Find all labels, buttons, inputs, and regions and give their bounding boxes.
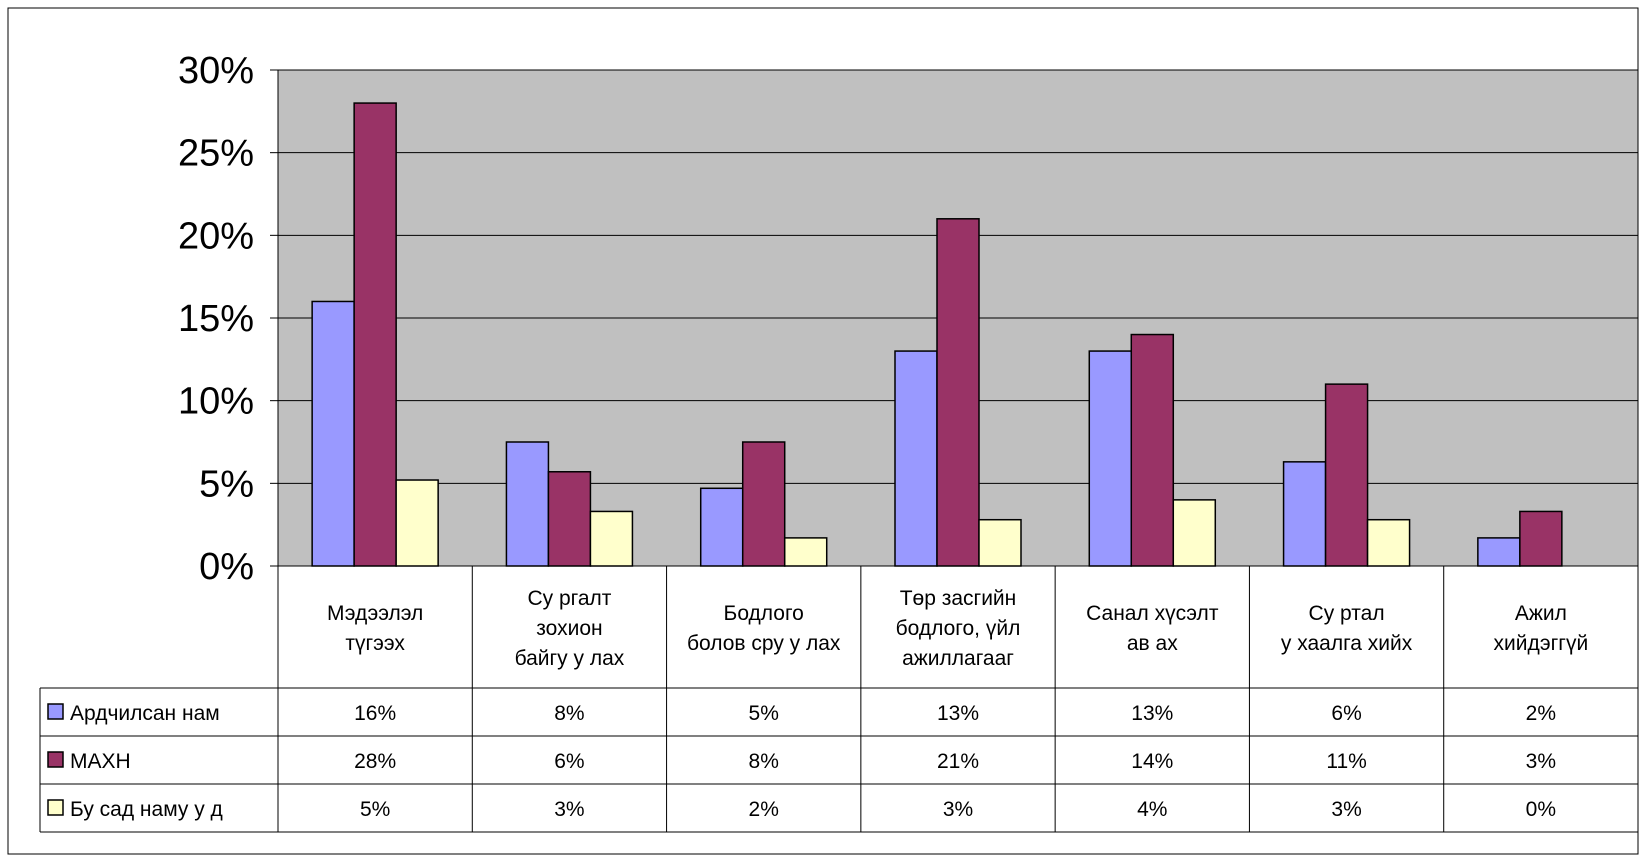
y-tick-label: 15% xyxy=(178,298,254,340)
category-label: хийдэггүй xyxy=(1493,632,1588,655)
legend-key xyxy=(47,751,64,768)
bar xyxy=(311,300,355,567)
bar xyxy=(783,537,828,567)
bar xyxy=(395,479,439,567)
bar xyxy=(936,218,980,567)
bar xyxy=(1366,518,1411,567)
data-label: 11% xyxy=(1326,750,1366,773)
data-label: 4% xyxy=(1137,798,1167,821)
category-label: ажиллагааг xyxy=(902,647,1014,670)
y-tick-label: 25% xyxy=(178,133,254,175)
bar xyxy=(978,518,1022,567)
legend-label: МАХН xyxy=(70,750,131,773)
bar xyxy=(699,487,744,567)
bar xyxy=(1130,333,1175,567)
category-label: Ажил xyxy=(1515,602,1567,625)
data-label: 13% xyxy=(1131,702,1173,725)
category-label: ав ах xyxy=(1127,632,1178,655)
category-label: Санал хүсэлт xyxy=(1086,602,1219,625)
bar xyxy=(589,510,634,567)
data-label: 6% xyxy=(1331,702,1361,725)
data-label: 8% xyxy=(749,750,779,773)
data-label: 21% xyxy=(937,750,979,773)
y-tick-label: 10% xyxy=(178,381,254,423)
category-label: Төр засгийн xyxy=(900,587,1017,610)
category-label: түгээх xyxy=(345,632,405,655)
bar xyxy=(505,441,550,567)
category-label: болов сру у лах xyxy=(687,632,841,655)
data-label: 2% xyxy=(1526,702,1556,725)
category-label: бодлого, үйл xyxy=(896,617,1021,640)
data-label: 6% xyxy=(554,750,584,773)
category-label: Бодлого xyxy=(724,602,804,625)
legend-key xyxy=(47,703,64,720)
y-tick-label: 5% xyxy=(199,463,254,505)
data-label: 13% xyxy=(937,702,979,725)
bar xyxy=(1172,499,1217,567)
data-label: 8% xyxy=(554,702,584,725)
category-label: зохион xyxy=(536,617,602,640)
data-label: 5% xyxy=(360,798,390,821)
category-label: Мэдээлэл xyxy=(327,602,423,625)
data-label: 16% xyxy=(354,702,396,725)
bar xyxy=(547,471,592,567)
legend-label: Бу сад наму у д xyxy=(70,798,223,821)
data-label: 3% xyxy=(943,798,973,821)
legend-label: Ардчилсан нам xyxy=(70,702,220,725)
legend-key xyxy=(47,799,64,816)
data-label: 5% xyxy=(749,702,779,725)
y-tick-label: 0% xyxy=(199,546,254,588)
bar xyxy=(1477,537,1521,567)
category-label: Су ргалт xyxy=(527,587,611,610)
data-label: 3% xyxy=(1331,798,1361,821)
bar xyxy=(1088,350,1133,567)
bar xyxy=(1324,383,1369,567)
data-label: 3% xyxy=(1526,750,1556,773)
data-label: 2% xyxy=(749,798,779,821)
bar xyxy=(741,441,786,567)
data-label: 0% xyxy=(1526,798,1556,821)
y-tick-label: 30% xyxy=(178,50,254,92)
bar xyxy=(1519,510,1563,567)
data-label: 28% xyxy=(354,750,396,773)
y-tick-label: 20% xyxy=(178,215,254,257)
bar xyxy=(1282,461,1327,567)
category-label: байгу у лах xyxy=(515,647,625,670)
data-label: 3% xyxy=(554,798,584,821)
bar xyxy=(894,350,938,567)
data-label: 14% xyxy=(1131,750,1173,773)
category-label: у хаалга хийх xyxy=(1281,632,1413,655)
bar xyxy=(353,102,397,567)
category-label: Су ртал xyxy=(1309,602,1385,625)
